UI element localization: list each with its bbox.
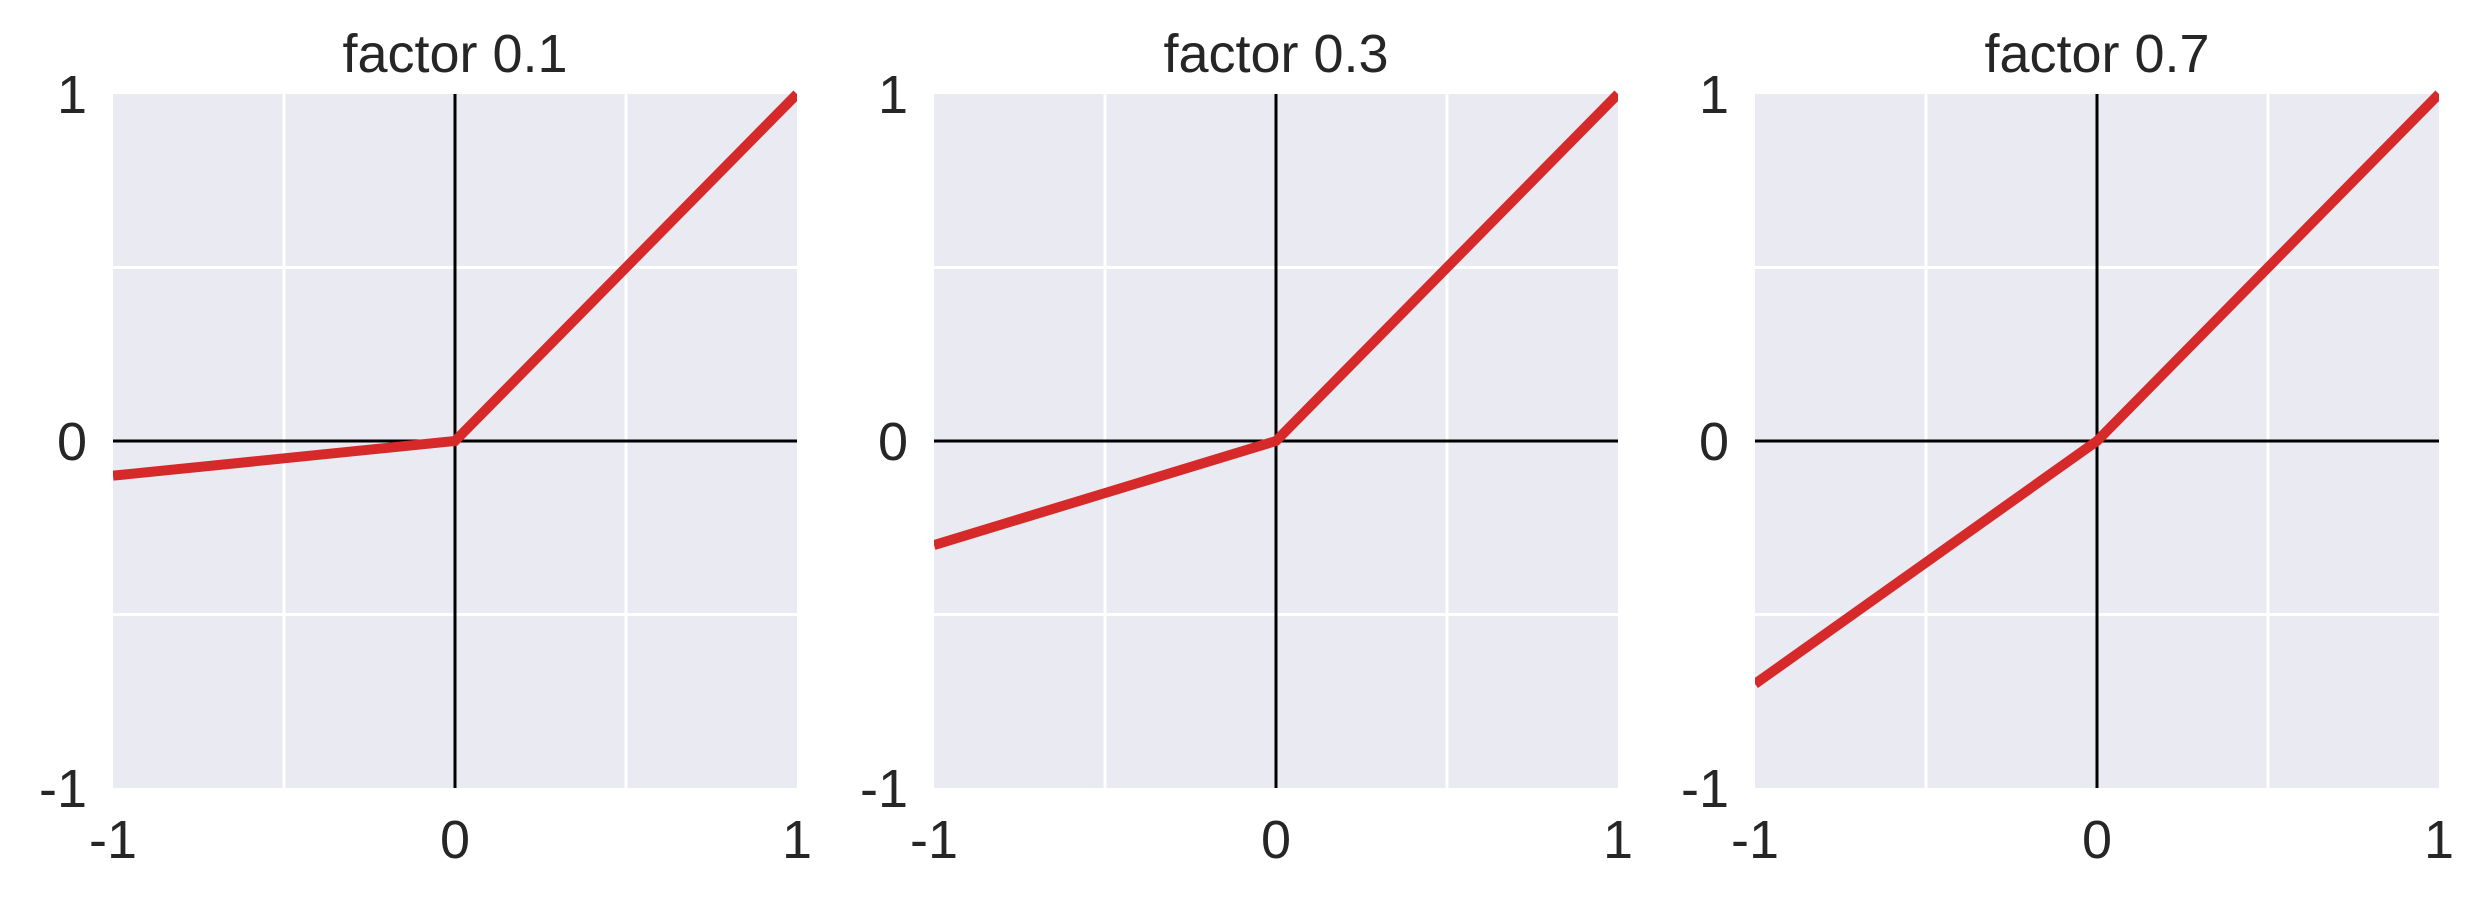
y-tick-label: 0 [57, 412, 87, 472]
series-line [113, 90, 797, 481]
chart-title: factor 0.1 [342, 24, 567, 84]
chart-panel-3: factor 0.7 -1 0 1 -1 0 1 [1681, 24, 2454, 870]
x-tick-label: -1 [910, 810, 958, 870]
y-tick-label: 1 [57, 65, 87, 125]
x-tick-label: 0 [1261, 810, 1291, 870]
y-tick-label: 0 [1699, 412, 1729, 472]
y-tick-label: 1 [878, 65, 908, 125]
chart-panel-2: factor 0.3 -1 0 1 -1 0 1 [860, 24, 1633, 870]
chart-title: factor 0.3 [1163, 24, 1388, 84]
series-line [1755, 90, 2439, 688]
series-line [934, 90, 1618, 550]
x-tick-label: 1 [1603, 810, 1633, 870]
y-tick-label: 0 [878, 412, 908, 472]
y-tick-label: -1 [860, 759, 908, 819]
x-tick-label: 1 [782, 810, 812, 870]
x-tick-label: 1 [2424, 810, 2454, 870]
chart-panel-1: factor 0.1 -1 0 1 -1 0 1 [39, 24, 812, 870]
x-tick-label: -1 [89, 810, 137, 870]
y-tick-label: -1 [39, 759, 87, 819]
x-tick-label: -1 [1731, 810, 1779, 870]
x-tick-label: 0 [2082, 810, 2112, 870]
chart-title: factor 0.7 [1984, 24, 2209, 84]
y-tick-label: 1 [1699, 65, 1729, 125]
y-tick-label: -1 [1681, 759, 1729, 819]
x-tick-label: 0 [440, 810, 470, 870]
